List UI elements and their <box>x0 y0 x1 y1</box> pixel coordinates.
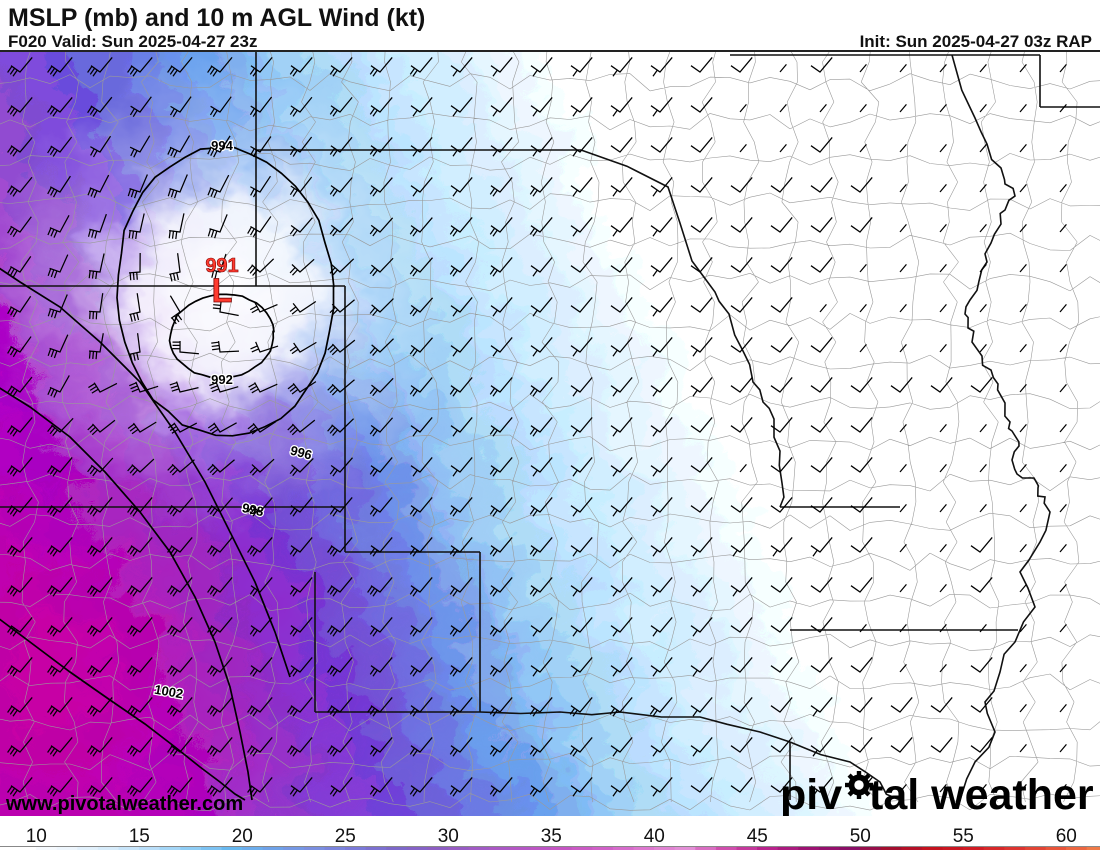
svg-text:994: 994 <box>211 138 233 153</box>
svg-text:45: 45 <box>747 826 768 847</box>
svg-text:25: 25 <box>335 826 356 847</box>
svg-text:15: 15 <box>129 826 150 847</box>
svg-text:1002: 1002 <box>153 682 184 702</box>
svg-text:992: 992 <box>211 372 233 387</box>
svg-text:60: 60 <box>1056 826 1077 847</box>
svg-text:L: L <box>212 272 233 310</box>
svg-text:20: 20 <box>232 826 253 847</box>
svg-text:50: 50 <box>850 826 871 847</box>
svg-text:tal weather: tal weather <box>869 771 1094 816</box>
svg-text:996: 996 <box>289 443 314 463</box>
svg-text:35: 35 <box>541 826 562 847</box>
svg-text:55: 55 <box>953 826 974 847</box>
svg-text:40: 40 <box>644 826 665 847</box>
svg-text:30: 30 <box>438 826 459 847</box>
svg-text:www.pivotalweather.com: www.pivotalweather.com <box>5 793 243 815</box>
svg-text:piv: piv <box>780 771 842 816</box>
svg-text:10: 10 <box>26 826 47 847</box>
